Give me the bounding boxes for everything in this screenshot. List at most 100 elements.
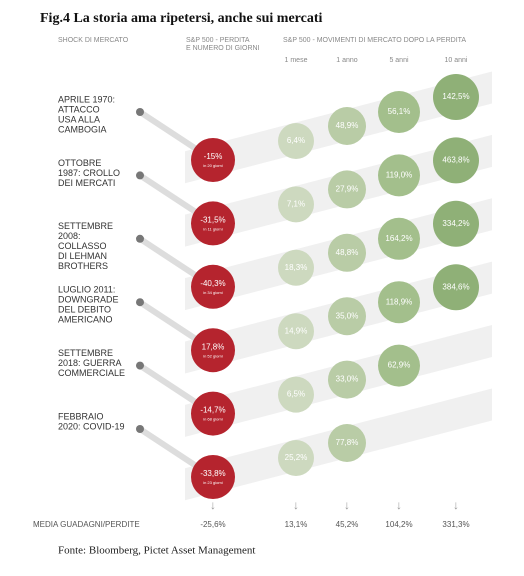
move-value: 463,8% (442, 156, 469, 165)
period-header: 5 anni (389, 57, 409, 64)
row-label: APRILE 1970: (58, 94, 115, 104)
move-value: 14,9% (285, 326, 308, 335)
arrow: ↓ (453, 498, 459, 512)
loss-value: -40,3% (200, 279, 225, 288)
footer-value: 331,3% (442, 520, 469, 529)
row-label: 1987: CROLLO (58, 168, 120, 178)
period-header: 10 anni (445, 57, 468, 64)
row-label: COLLASSO (58, 241, 107, 251)
dot (136, 234, 144, 243)
period-header: 1 mese (285, 57, 308, 64)
move-value: 334,2% (442, 219, 469, 228)
source: Fonte: Bloomberg, Pictet Asset Managemen… (58, 545, 255, 557)
row-label: DEL DEBITO (58, 305, 111, 315)
header: SHOCK DI MERCATO (58, 37, 129, 44)
loss-days: in 11 giorni (203, 226, 222, 231)
arrow: ↓ (293, 498, 299, 512)
arrow: ↓ (210, 498, 216, 512)
footer-value: -25,6% (200, 520, 225, 529)
row-label: COMMERCIALE (58, 368, 125, 378)
move-circle (328, 297, 366, 336)
loss-days: in 68 giorni (203, 417, 223, 422)
move-value: 48,9% (336, 121, 359, 130)
row-label: CAMBOGIA (58, 124, 107, 134)
loss-circle (191, 138, 235, 182)
loss-value: -14,7% (200, 406, 225, 415)
loss-days: in 52 giorni (203, 353, 223, 358)
dot (136, 108, 144, 116)
move-value: 25,2% (285, 453, 308, 462)
loss-value: -33,8% (200, 469, 225, 478)
move-value: 6,5% (287, 390, 305, 399)
move-value: 62,9% (388, 361, 411, 370)
row-label: FEBBRAIO (58, 411, 104, 421)
footer-value: 104,2% (385, 520, 412, 529)
row-label: 2008: (58, 231, 81, 241)
move-circle (378, 344, 420, 387)
row-label: OTTOBRE (58, 158, 101, 168)
loss-value: 17,8% (202, 342, 225, 351)
move-value: 164,2% (385, 234, 412, 243)
arrow: ↓ (396, 498, 402, 512)
row-label: LUGLIO 2011: (58, 285, 115, 295)
move-value: 142,5% (442, 92, 469, 101)
move-value: 119,0% (386, 171, 413, 180)
move-circle (328, 233, 366, 272)
loss-circle (191, 328, 235, 373)
move-value: 7,1% (287, 200, 305, 209)
row-label: 2020: COVID-19 (58, 421, 125, 431)
row-label: DOWNGRADE (58, 295, 119, 305)
move-circle (278, 440, 314, 476)
move-value: 56,1% (388, 107, 411, 116)
move-value: 118,9% (386, 297, 413, 306)
footer-value: 13,1% (285, 520, 308, 529)
row-label: USA ALLA (58, 114, 100, 124)
move-circle (328, 170, 366, 209)
row-label: DEI MERCATI (58, 178, 115, 188)
loss-circle (191, 201, 235, 246)
loss-circle (191, 391, 235, 436)
move-value: 33,0% (336, 375, 359, 384)
footer-label: MEDIA GUADAGNI/PERDITE (33, 520, 140, 529)
move-circle (378, 217, 420, 260)
move-circle (328, 424, 366, 462)
move-circle (278, 123, 314, 159)
move-circle (378, 281, 420, 324)
move-circle (378, 154, 420, 197)
loss-value: -31,5% (200, 216, 225, 225)
move-value: 384,6% (442, 282, 469, 291)
header: S&P 500 - PERDITA (186, 37, 250, 44)
dot (136, 361, 144, 370)
row-label: ATTACCO (58, 104, 100, 114)
row-label: BROTHERS (58, 261, 108, 271)
move-value: 27,9% (336, 185, 359, 194)
loss-days: in 23 giorni (203, 480, 223, 485)
period-header: 1 anno (336, 57, 358, 64)
row-label: SETTEMBRE (58, 348, 113, 358)
row-label: 2018: GUERRA (58, 358, 122, 368)
title: Fig.4 La storia ama ripetersi, anche sui… (40, 11, 323, 26)
dot (136, 171, 144, 180)
loss-days: in 34 giorni (203, 290, 223, 295)
rows: 1 mese 1 anno 5 anni 10 anni APRILE 1970:ATT… (58, 57, 492, 529)
move-circle (433, 137, 479, 184)
move-circle (433, 264, 479, 311)
row-label: AMERICANO (58, 315, 113, 325)
move-circle (433, 200, 479, 247)
loss-circle (191, 455, 235, 499)
move-circle (278, 313, 314, 350)
move-value: 48,8% (336, 248, 359, 257)
row-label: DI LEHMAN (58, 251, 107, 261)
move-value: 18,3% (285, 263, 308, 272)
move-circle (328, 360, 366, 399)
move-value: 77,8% (336, 438, 359, 447)
dot (136, 425, 144, 433)
header: S&P 500 - MOVIMENTI DI MERCATO DOPO LA P… (283, 37, 466, 44)
dot (136, 298, 144, 307)
move-circle (378, 91, 420, 133)
footer-value: 45,2% (336, 520, 359, 529)
row-label: SETTEMBRE (58, 221, 113, 231)
move-value: 35,0% (336, 311, 359, 320)
